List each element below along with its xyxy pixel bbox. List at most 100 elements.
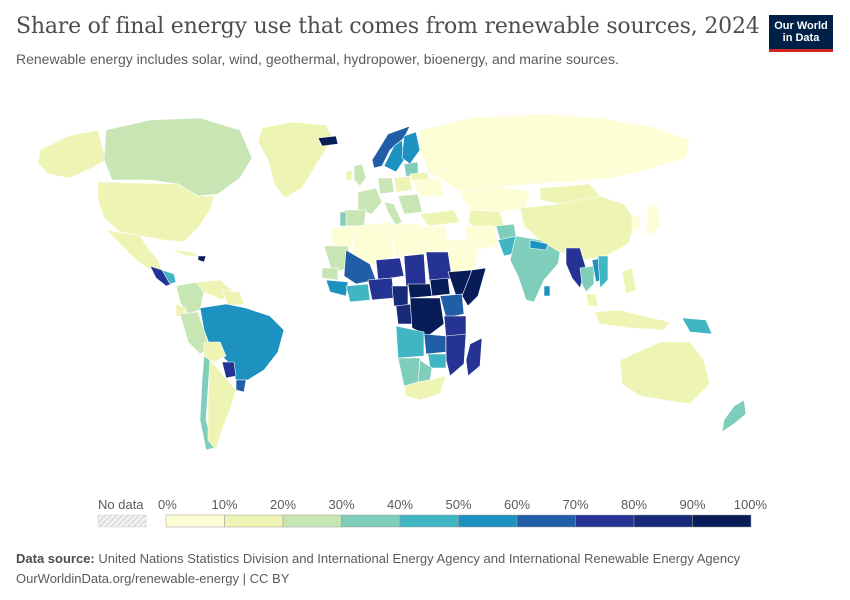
region-canada[interactable] [103, 117, 253, 197]
legend-ticks: 0% 10% 20% 30% 40% 50% 60% 70% 80% 90% 100% [158, 497, 767, 512]
region-morocco[interactable] [329, 225, 357, 251]
legend-bin[interactable] [692, 514, 752, 528]
region-alaska[interactable] [37, 129, 107, 179]
legend-bin[interactable] [224, 514, 284, 528]
region-south-sudan[interactable] [429, 277, 451, 297]
region-australia[interactable] [619, 341, 711, 405]
region-nigeria[interactable] [367, 277, 395, 301]
region-indonesia[interactable] [593, 309, 671, 331]
region-finland[interactable] [401, 131, 421, 165]
legend-tick-label: 50% [445, 497, 471, 512]
chart-subtitle: Renewable energy includes solar, wind, g… [16, 51, 619, 67]
region-china[interactable] [519, 195, 637, 261]
legend-bin[interactable] [458, 514, 518, 528]
region-cameroon[interactable] [391, 285, 409, 307]
region-car[interactable] [407, 283, 433, 299]
region-philippines[interactable] [621, 267, 637, 295]
region-haiti[interactable] [197, 255, 207, 263]
legend-bin[interactable] [575, 514, 635, 528]
region-vietnam[interactable] [597, 255, 609, 289]
region-zimbabwe[interactable] [427, 353, 447, 369]
region-ireland[interactable] [345, 169, 353, 181]
region-germany[interactable] [377, 177, 395, 195]
region-iceland[interactable] [317, 135, 339, 147]
logo-line-1: Our World [774, 20, 828, 32]
region-japan[interactable] [645, 203, 661, 237]
legend-bin[interactable] [633, 514, 693, 528]
region-angola[interactable] [395, 325, 425, 359]
region-madagascar[interactable] [465, 337, 483, 377]
region-senegal[interactable] [321, 267, 339, 281]
region-iran[interactable] [465, 225, 499, 251]
legend-tick-label: 40% [387, 497, 413, 512]
region-argentina[interactable] [207, 359, 237, 451]
legend-tick-label: 10% [211, 497, 237, 512]
legend-tick-label: 80% [621, 497, 647, 512]
legend-bin[interactable] [341, 514, 401, 528]
region-zambia[interactable] [423, 333, 447, 355]
legend-no-data-swatch [97, 514, 147, 528]
region-somalia[interactable] [461, 267, 487, 307]
region-spain[interactable] [343, 209, 367, 227]
region-nepal[interactable] [529, 239, 549, 251]
region-paraguay[interactable] [221, 361, 237, 379]
region-russia[interactable] [419, 113, 691, 193]
region-papua-new-guinea[interactable] [681, 317, 713, 335]
region-guinea-region[interactable] [325, 279, 349, 297]
region-nicaragua[interactable] [161, 269, 177, 285]
legend-bin[interactable] [399, 514, 459, 528]
logo-line-2: in Data [782, 32, 820, 44]
region-new-zealand[interactable] [721, 399, 747, 433]
legend-bin[interactable] [282, 514, 342, 528]
legend-tick-label: 30% [328, 497, 354, 512]
region-kenya-uganda[interactable] [439, 293, 465, 319]
world-map[interactable] [0, 80, 850, 480]
footer-source-label: Data source: [16, 551, 95, 566]
region-libya[interactable] [389, 223, 425, 259]
region-ukraine[interactable] [411, 177, 445, 197]
region-france[interactable] [357, 187, 383, 215]
region-turkey[interactable] [419, 209, 461, 227]
region-poland[interactable] [393, 175, 413, 193]
region-united-kingdom[interactable] [353, 163, 367, 187]
legend-tick-label: 90% [679, 497, 705, 512]
region-united-states[interactable] [97, 181, 215, 243]
region-cuba[interactable] [171, 249, 201, 257]
region-mozambique[interactable] [445, 333, 467, 377]
region-balkans[interactable] [397, 193, 423, 215]
region-portugal[interactable] [339, 211, 347, 227]
chart-title: Share of final energy use that comes fro… [16, 14, 760, 39]
region-niger[interactable] [375, 257, 405, 281]
footer: Data source: United Nations Statistics D… [16, 549, 740, 589]
owid-logo[interactable]: Our World in Data [769, 15, 833, 52]
legend-no-data-label: No data [98, 497, 144, 512]
region-uruguay[interactable] [235, 379, 247, 393]
region-mali[interactable] [343, 249, 377, 285]
footer-source: Data source: United Nations Statistics D… [16, 549, 740, 569]
region-bolivia[interactable] [203, 341, 227, 363]
legend-tick-label: 60% [504, 497, 530, 512]
legend-tick-label: 100% [734, 497, 768, 512]
region-chad[interactable] [403, 253, 427, 287]
region-south-africa[interactable] [403, 375, 447, 401]
color-legend: No data 0% 10% 20% 30% 40% 50% 60% 70% 80% 90% 100… [97, 497, 767, 528]
region-guianas[interactable] [221, 289, 245, 307]
region-sri-lanka[interactable] [543, 285, 551, 297]
region-drc[interactable] [409, 297, 445, 337]
footer-source-text[interactable]: United Nations Statistics Division and I… [98, 551, 741, 566]
legend-bin[interactable] [516, 514, 576, 528]
region-thailand[interactable] [579, 265, 595, 293]
region-namibia[interactable] [397, 357, 421, 387]
legend-tick-label: 20% [270, 497, 296, 512]
footer-url[interactable]: OurWorldinData.org/renewable-energy | CC… [16, 571, 290, 586]
region-ivory-coast-ghana[interactable] [345, 283, 371, 303]
region-egypt[interactable] [419, 225, 449, 255]
region-malaysia[interactable] [585, 293, 599, 307]
region-korea[interactable] [631, 215, 641, 231]
legend-tick-label: 70% [562, 497, 588, 512]
region-greenland[interactable] [257, 121, 334, 199]
region-belarus[interactable] [409, 171, 429, 181]
region-india[interactable] [509, 235, 561, 303]
legend-bins [165, 514, 752, 528]
legend-bin[interactable] [165, 514, 225, 528]
